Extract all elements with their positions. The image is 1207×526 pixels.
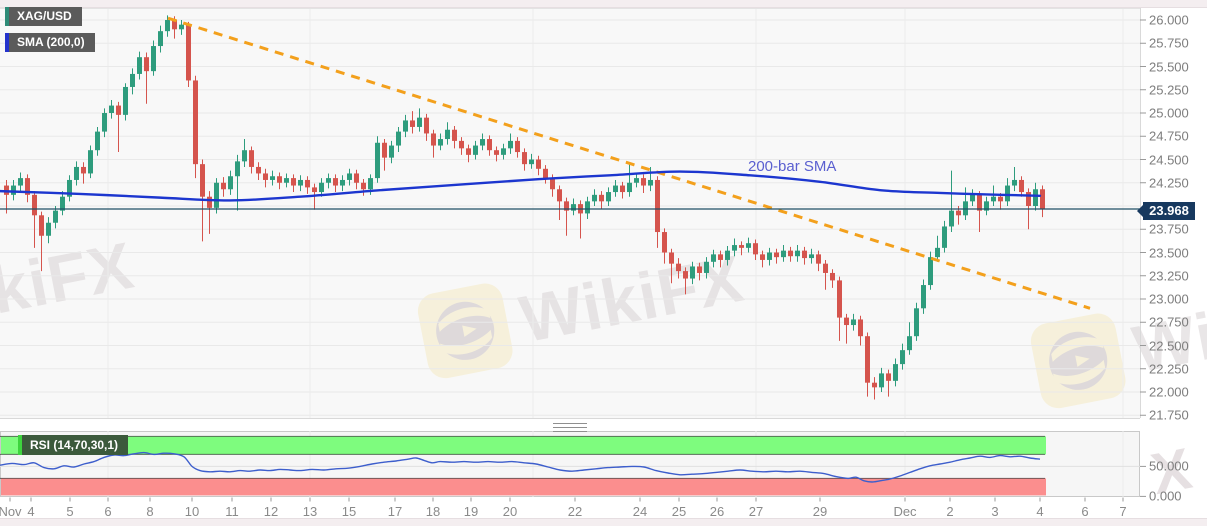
price-axis-label: 22.000 [1149, 384, 1189, 400]
price-axis-label: 25.750 [1149, 35, 1189, 51]
date-axis-label: 19 [463, 504, 479, 519]
wikifx-logo-icon [1027, 310, 1129, 412]
date-axis-label: 5 [66, 504, 74, 519]
price-axis-label: 22.750 [1149, 314, 1189, 330]
date-axis-label: 6 [104, 504, 112, 519]
date-axis-label: 7 [1119, 504, 1127, 519]
price-axis-label: 24.500 [1149, 152, 1189, 167]
rsi-panel-layer [0, 431, 1146, 502]
price-axis-label: 21.750 [1149, 407, 1189, 423]
date-axis-label: Nov [0, 504, 22, 519]
date-axis-label: 13 [302, 504, 318, 519]
date-axis-label: 10 [184, 504, 200, 519]
date-axis-label: 24 [632, 504, 648, 519]
rsi-axis-label: 50.000 [1149, 458, 1189, 474]
date-axis-label: 22 [567, 504, 583, 519]
price-axis-label: 26.000 [1149, 12, 1189, 28]
price-axis-label: 23.000 [1149, 291, 1189, 307]
bottom-strip [0, 518, 1207, 526]
top-strip [0, 0, 1207, 8]
price-axis-label: 25.250 [1149, 82, 1189, 98]
date-axis-label: 25 [671, 504, 687, 519]
date-axis-label: 8 [146, 504, 154, 519]
date-axis-label: 15 [341, 504, 357, 519]
rsi-axis-label: 0.000 [1149, 488, 1182, 504]
symbol-badge[interactable]: XAG/USD [5, 7, 82, 26]
candles-layer [4, 15, 1045, 400]
watermark-right: WikiFX [1027, 265, 1207, 412]
rsi-indicator-badge[interactable]: RSI (14,70,30,1) [18, 435, 129, 455]
date-axis-label: 4 [1036, 504, 1044, 519]
price-axis-label: 24.750 [1149, 128, 1189, 144]
price-axis-label: 23.750 [1149, 221, 1189, 237]
date-axis-label: 3 [991, 504, 999, 519]
date-axis-label: 6 [1081, 504, 1089, 519]
price-axis-label: 25.500 [1149, 59, 1189, 74]
date-axis-label: 2 [946, 504, 954, 519]
price-axis-label: 22.500 [1149, 338, 1189, 353]
price-axis-label: 23.250 [1149, 268, 1189, 284]
price-axis-label: 24.250 [1149, 175, 1189, 191]
main-grid-layer [0, 8, 1141, 419]
divider-grip[interactable] [553, 423, 587, 432]
date-axis-label: 29 [812, 504, 828, 519]
price-axis-label: 25.000 [1149, 105, 1189, 121]
date-axis-label: 4 [27, 504, 35, 519]
date-axis-label: 20 [502, 504, 518, 519]
date-axis-label: 26 [709, 504, 725, 519]
price-axis-label: 23.500 [1149, 245, 1189, 260]
sma-line [0, 170, 1042, 202]
price-axis-ticks [1140, 19, 1146, 416]
date-axis-label: 27 [748, 504, 764, 519]
date-axis-label: 17 [387, 504, 403, 519]
sma-indicator-badge[interactable]: SMA (200,0) [5, 33, 95, 52]
date-axis-label: 12 [263, 504, 279, 519]
date-axis-label: Dec [893, 504, 917, 519]
trendline-dashed [167, 16, 1091, 310]
date-axis-label: 18 [425, 504, 441, 519]
current-price-badge: 23.968 [1137, 202, 1195, 220]
sma-line-label: 200-bar SMA [748, 158, 837, 175]
price-axis-label: 22.250 [1149, 361, 1189, 377]
date-axis-label: 11 [225, 504, 239, 519]
